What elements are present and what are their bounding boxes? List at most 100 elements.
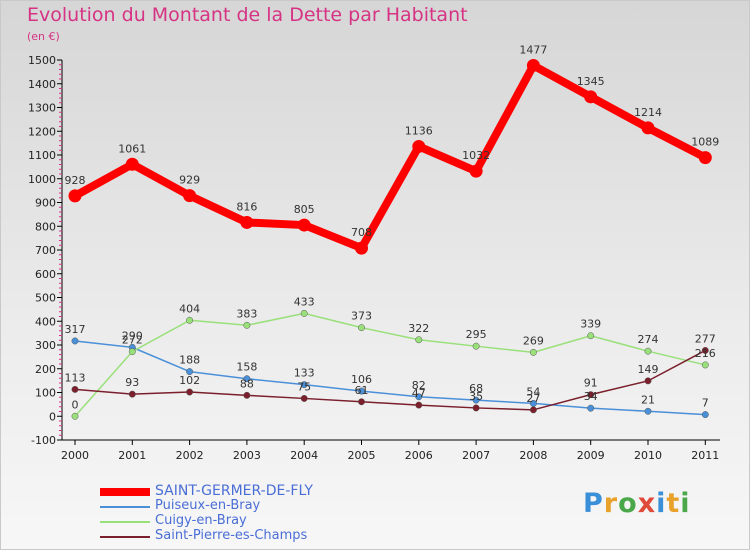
legend-label: Puiseux-en-Bray — [155, 498, 261, 513]
y-tick-label: 600 — [35, 268, 56, 281]
data-label: 35 — [469, 390, 483, 403]
data-label: 295 — [466, 328, 487, 341]
data-point — [472, 404, 480, 412]
data-label: 269 — [523, 334, 544, 347]
data-label: 373 — [351, 310, 372, 323]
x-tick-label: 2004 — [290, 449, 318, 462]
data-point — [243, 375, 251, 383]
data-point — [300, 394, 308, 402]
x-tick-label: 2006 — [405, 449, 433, 462]
data-point — [701, 361, 709, 369]
y-tick-label: 500 — [35, 292, 56, 305]
data-point — [415, 336, 423, 344]
data-label: 290 — [122, 329, 143, 342]
series-line-1 — [74, 340, 707, 416]
y-tick-label: 800 — [35, 220, 56, 233]
data-label: 816 — [236, 200, 257, 213]
data-label: 7 — [702, 397, 709, 410]
data-label: 277 — [695, 332, 716, 345]
data-label: 404 — [179, 302, 200, 315]
data-point — [472, 396, 480, 404]
logo-letter: t — [666, 488, 681, 519]
data-point — [71, 412, 79, 420]
data-label: 68 — [469, 382, 483, 395]
y-tick-label: 700 — [35, 244, 56, 257]
data-label: 805 — [294, 203, 315, 216]
y-tick-label: 1500 — [28, 54, 56, 67]
data-point — [415, 393, 423, 401]
data-point — [529, 348, 537, 356]
data-label: 1136 — [405, 124, 433, 137]
data-point — [71, 337, 79, 345]
legend-swatch — [100, 521, 150, 523]
data-point — [644, 377, 652, 385]
x-tick-label: 2009 — [577, 449, 605, 462]
data-point — [71, 385, 79, 393]
y-tick-label: 1000 — [28, 173, 56, 186]
chart-title: Evolution du Montant de la Dette par Hab… — [27, 4, 468, 26]
data-point — [526, 58, 540, 72]
logo-letter: x — [637, 488, 657, 519]
data-label: 339 — [580, 318, 601, 331]
data-point — [587, 332, 595, 340]
x-tick-label: 2008 — [519, 449, 547, 462]
data-label: 928 — [65, 174, 86, 187]
series-line-0 — [71, 61, 710, 253]
data-point — [641, 121, 655, 135]
data-point — [472, 342, 480, 350]
data-point — [186, 368, 194, 376]
data-point — [186, 316, 194, 324]
data-label: 1345 — [577, 75, 605, 88]
data-label: 1477 — [519, 43, 547, 56]
x-tick-label: 2010 — [634, 449, 662, 462]
data-label: 1032 — [462, 149, 490, 162]
series-line-3 — [74, 349, 707, 411]
x-tick-label: 2011 — [691, 449, 719, 462]
x-tick-label: 2001 — [118, 449, 146, 462]
data-label: 61 — [355, 384, 369, 397]
data-label: 34 — [584, 390, 598, 403]
data-label: 929 — [179, 174, 200, 187]
data-point — [415, 401, 423, 409]
chart-unit: (en €) — [27, 30, 60, 43]
data-point — [300, 381, 308, 389]
y-tick-label: -100 — [31, 434, 56, 447]
data-point — [529, 406, 537, 414]
data-point — [240, 215, 254, 229]
data-label: 21 — [641, 393, 655, 406]
data-point — [587, 404, 595, 412]
data-point — [128, 348, 136, 356]
y-tick-label: 300 — [35, 339, 56, 352]
data-point — [358, 324, 365, 332]
data-point — [355, 241, 368, 255]
data-label: 708 — [351, 226, 372, 239]
data-point — [358, 387, 365, 395]
logo-letter: P — [583, 488, 604, 519]
data-label: 322 — [408, 322, 429, 335]
series-line-2 — [74, 312, 707, 417]
data-point — [297, 218, 311, 232]
data-label: 82 — [412, 379, 426, 392]
data-label: 0 — [72, 398, 79, 411]
data-point — [300, 309, 308, 317]
data-point — [358, 398, 365, 406]
data-point — [243, 321, 251, 329]
data-label: 27 — [526, 392, 540, 405]
logo-letter: r — [603, 488, 619, 519]
data-label: 158 — [236, 361, 257, 374]
data-point — [644, 347, 652, 355]
data-point — [183, 189, 197, 203]
data-label: 133 — [294, 367, 315, 380]
data-point — [125, 157, 139, 171]
data-label: 91 — [584, 377, 598, 390]
data-label: 1061 — [118, 142, 146, 155]
x-tick-label: 2005 — [348, 449, 376, 462]
data-label: 433 — [294, 295, 315, 308]
data-label: 47 — [412, 387, 426, 400]
data-label: 383 — [236, 307, 257, 320]
line-chart: -100 0 100 200 300 400 500 600 700 800 900 1000 1100… — [28, 43, 720, 462]
data-point — [128, 390, 136, 398]
legend-label: SAINT-GERMER-DE-FLY — [155, 483, 313, 499]
y-tick-label: 1100 — [28, 149, 56, 162]
